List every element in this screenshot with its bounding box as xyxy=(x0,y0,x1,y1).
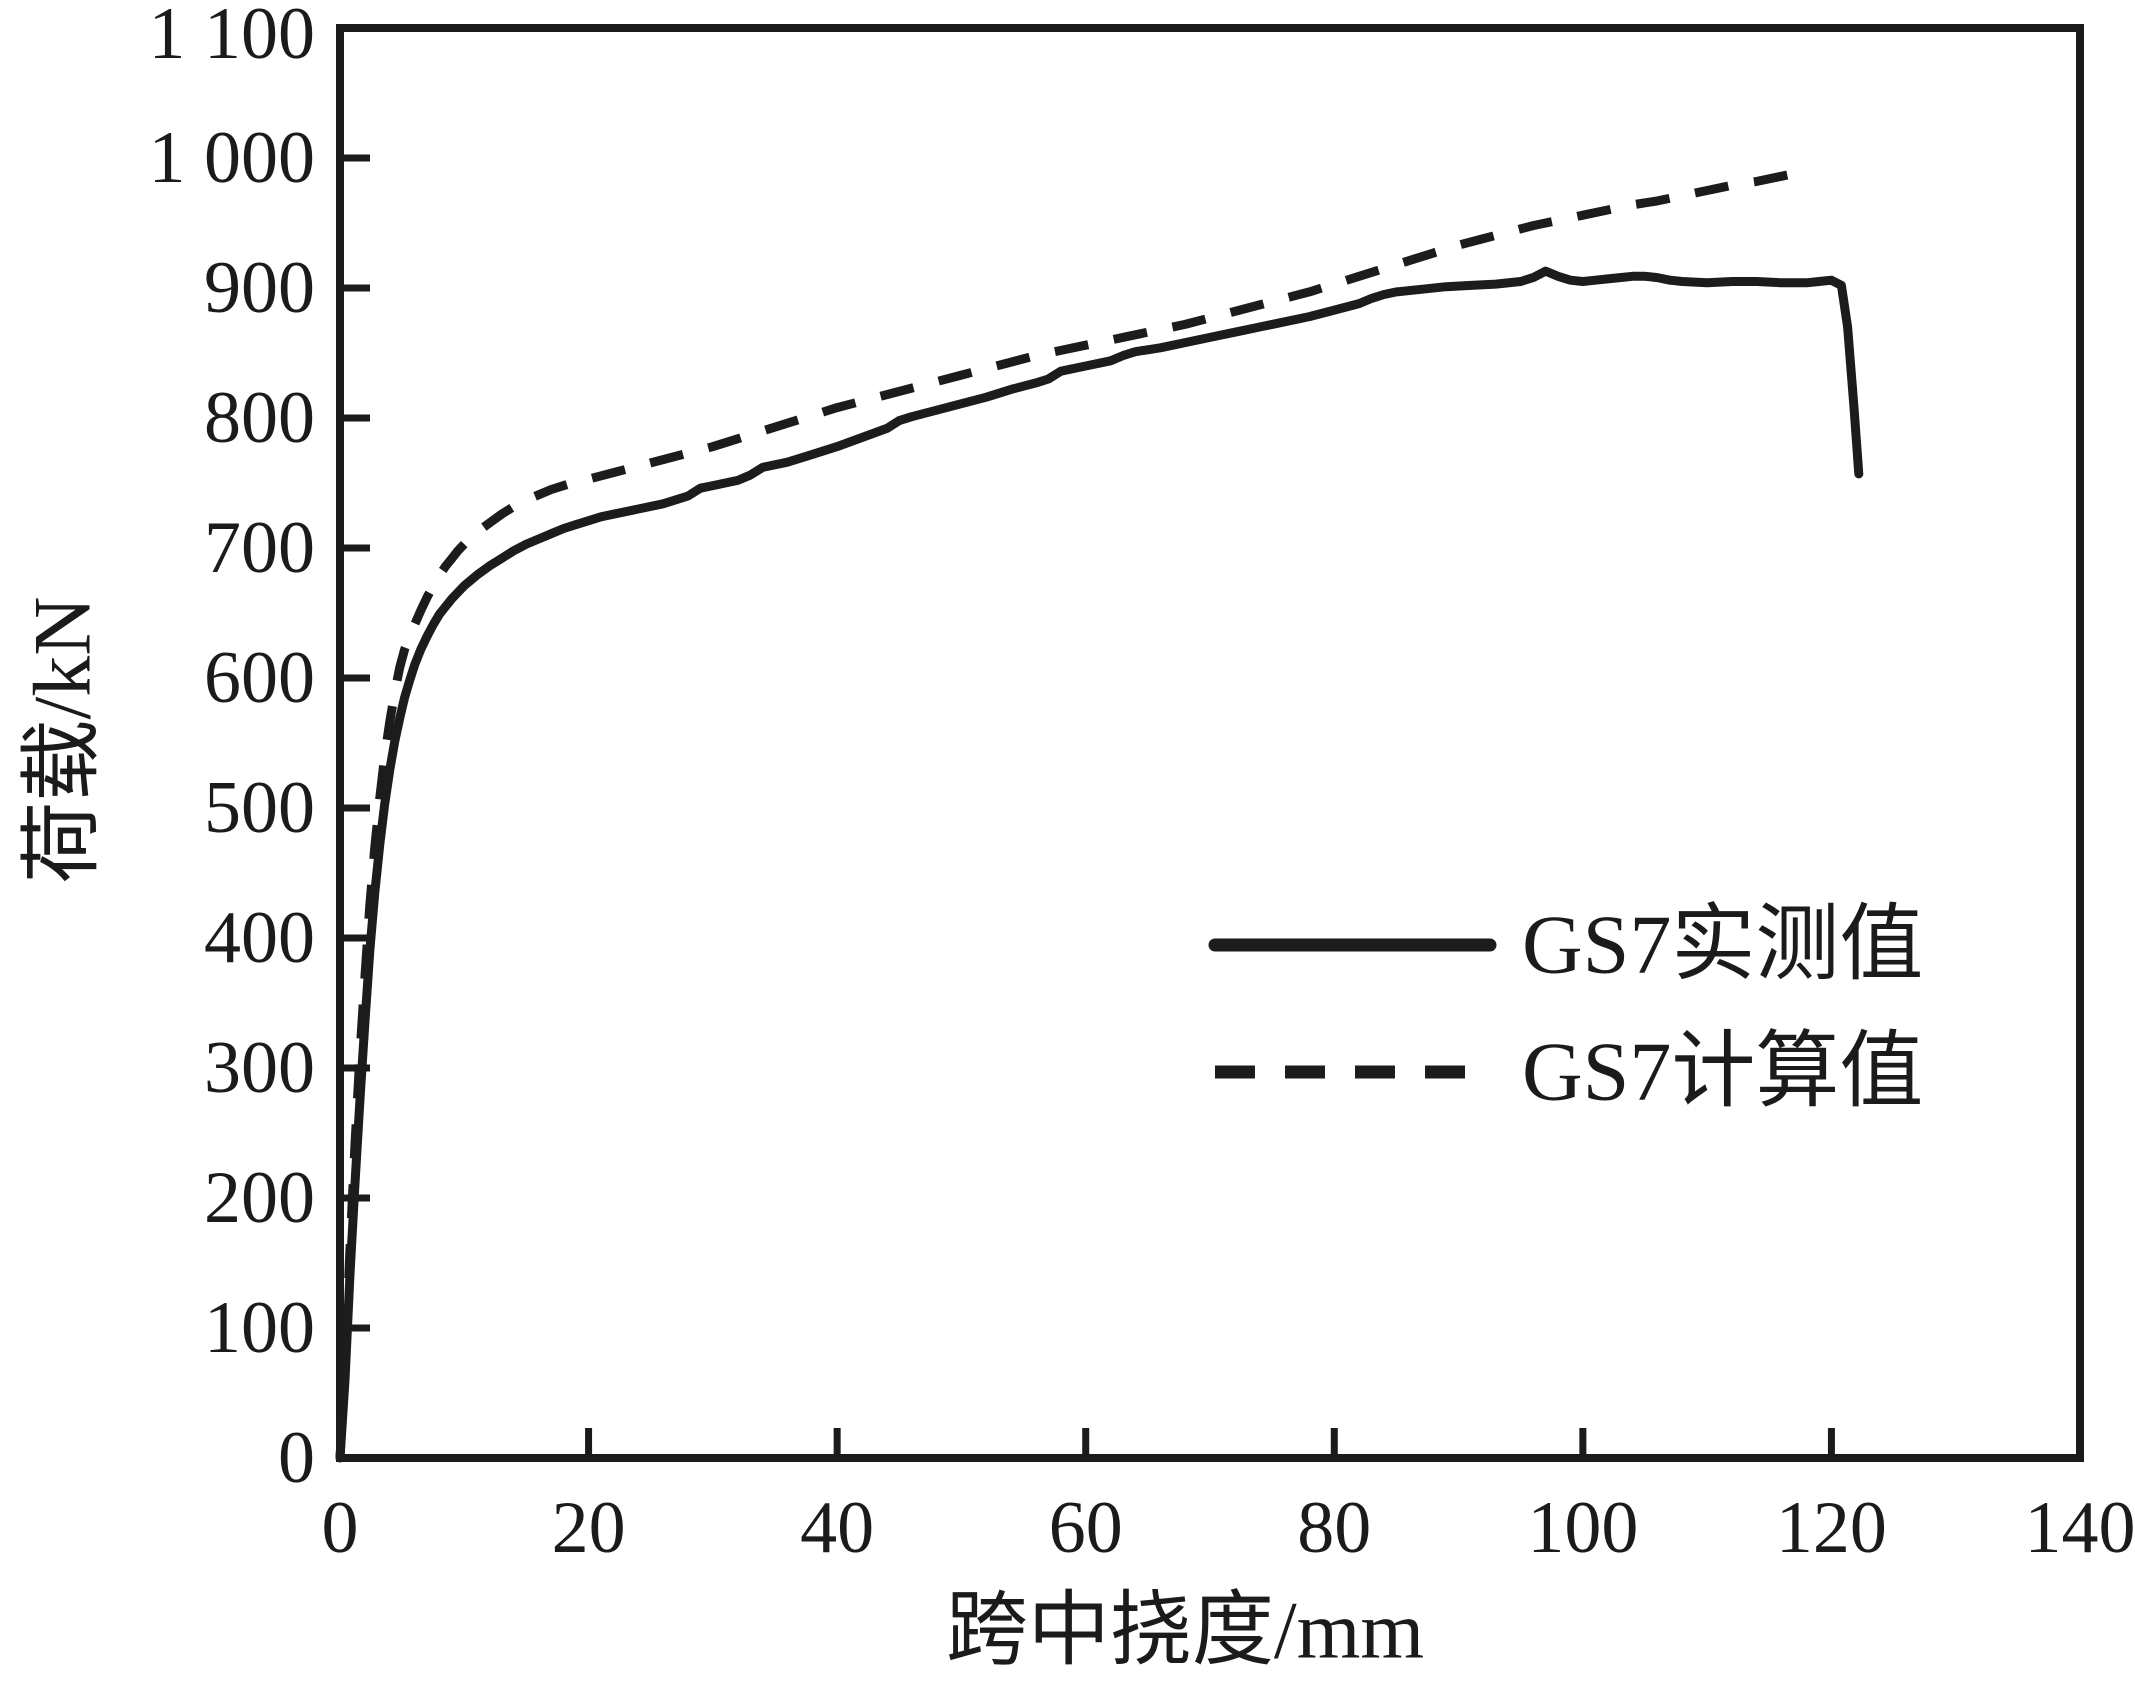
y-tick-label: 1 000 xyxy=(149,117,316,199)
series-lines xyxy=(335,166,1864,1463)
y-tick-label: 600 xyxy=(204,637,315,719)
x-tick-label: 60 xyxy=(1049,1487,1123,1569)
plot-border xyxy=(336,24,2084,1462)
legend-label-calculated: GS7计算值 xyxy=(1522,1026,1923,1119)
x-axis-title: 跨中挠度/mm xyxy=(946,1585,1424,1676)
x-axis-ticks xyxy=(585,1428,1835,1458)
y-tick-label: 700 xyxy=(204,507,315,589)
x-tick-label: 100 xyxy=(1527,1487,1638,1569)
y-axis-title: 荷载/kN xyxy=(17,596,108,883)
y-tick-label: 400 xyxy=(204,897,315,979)
x-tick-label: 0 xyxy=(322,1487,359,1569)
y-tick-label: 0 xyxy=(278,1417,315,1499)
legend: GS7实测值 GS7计算值 xyxy=(1208,899,1923,1119)
x-tick-label: 40 xyxy=(800,1487,874,1569)
y-tick-label: 300 xyxy=(204,1027,315,1109)
x-tick-label: 20 xyxy=(552,1487,626,1569)
y-tick-label: 1 100 xyxy=(149,0,316,75)
x-tick-label: 120 xyxy=(1776,1487,1887,1569)
y-tick-label: 100 xyxy=(204,1287,315,1369)
x-axis-tick-labels: 0 20 40 60 80 100 120 140 xyxy=(322,1487,2135,1569)
y-tick-label: 200 xyxy=(204,1157,315,1239)
y-tick-label: 500 xyxy=(204,767,315,849)
series-calculated-line xyxy=(335,166,1806,1459)
x-tick-label: 80 xyxy=(1297,1487,1371,1569)
y-tick-label: 800 xyxy=(204,377,315,459)
y-axis-tick-labels: 0 100 200 300 400 500 600 700 800 900 1 000 1 100 xyxy=(149,0,316,1499)
legend-label-measured: GS7实测值 xyxy=(1522,899,1923,992)
series-measured-line xyxy=(335,266,1864,1463)
y-tick-label: 900 xyxy=(204,247,315,329)
x-tick-label: 140 xyxy=(2025,1487,2135,1569)
